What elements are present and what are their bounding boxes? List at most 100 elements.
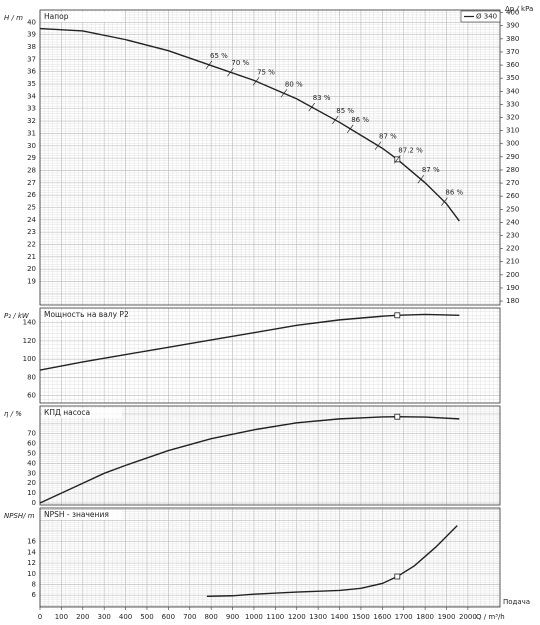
annotation-tick [374, 141, 382, 150]
x-tick-label: 1700 [395, 613, 413, 621]
y-tick-label: 30 [27, 469, 36, 477]
y2-tick-label: 320 [506, 114, 519, 122]
y-tick-label: 36 [27, 68, 36, 76]
x-tick-label: 600 [162, 613, 175, 621]
annotation-label: 87.2 % [398, 146, 423, 154]
y2-tick-label: 330 [506, 100, 519, 108]
y-tick-label: 28 [27, 166, 36, 174]
panel-title-bg [42, 510, 122, 520]
y2-tick-label: 220 [506, 245, 519, 253]
x-tick-label: 800 [204, 613, 217, 621]
x-tick-label: 2000 [459, 613, 477, 621]
y-tick-label: 37 [27, 55, 36, 63]
y-tick-label: 12 [27, 559, 36, 567]
plot-frame [39, 9, 501, 306]
y-tick-label: 30 [27, 142, 36, 150]
annotation-tick [205, 60, 213, 70]
x-tick-label: 1600 [373, 613, 391, 621]
y-tick-label: 100 [23, 355, 36, 363]
y-axis-label: NPSH/ m [4, 512, 35, 520]
y2-tick-label: 380 [506, 35, 519, 43]
x-caption: Подача [503, 598, 530, 606]
y-tick-label: 10 [27, 570, 36, 578]
x-tick-label: 1800 [416, 613, 434, 621]
annotation-label: 86 % [445, 189, 463, 197]
y-tick-label: 23 [27, 228, 36, 236]
panel-title: Мощность на валу P2 [44, 310, 129, 319]
y2-tick-label: 300 [506, 140, 519, 148]
plot-frame [39, 507, 501, 608]
y2-tick-label: 370 [506, 48, 519, 56]
annotation-tick [394, 155, 401, 164]
x-tick-label: 100 [55, 613, 68, 621]
operating-point [394, 413, 401, 420]
annotation-label: 80 % [285, 80, 303, 88]
curve [39, 27, 460, 222]
panel-title-bg [42, 310, 122, 320]
y-tick-label: 26 [27, 191, 36, 199]
y-tick-label: 38 [27, 43, 36, 51]
annotation-tick [346, 124, 354, 134]
y2-tick-label: 310 [506, 127, 519, 135]
y-tick-label: 6 [32, 591, 37, 599]
y2-tick-label: 280 [506, 166, 519, 174]
y-tick-label: 60 [27, 440, 36, 448]
y-tick-label: 10 [27, 489, 36, 497]
annotation-label: 86 % [351, 116, 369, 124]
y-tick-label: 33 [27, 105, 36, 113]
annotation-tick [441, 197, 448, 206]
y2-tick-label: 200 [506, 271, 519, 279]
y-tick-label: 22 [27, 241, 36, 249]
x-axis-label: Q / m³/h [476, 613, 505, 621]
x-tick-label: 0 [38, 613, 42, 621]
x-tick-label: 1000 [245, 613, 263, 621]
legend-box [460, 10, 501, 23]
panel-title: NPSH - значения [44, 510, 109, 519]
y-tick-label: 70 [27, 430, 36, 438]
y-tick-label: 39 [27, 31, 36, 39]
x-tick-label: 1100 [266, 613, 284, 621]
annotation-label: 85 % [336, 107, 354, 115]
y-axis-label: H / m [4, 14, 23, 22]
y2-tick-label: 350 [506, 74, 519, 82]
y-tick-label: 0 [32, 499, 36, 507]
annotation-label: 87 % [422, 166, 440, 174]
annotation-tick [252, 77, 260, 86]
x-tick-label: 300 [97, 613, 110, 621]
y-tick-label: 40 [27, 18, 36, 26]
y2-tick-label: 290 [506, 153, 519, 161]
y2-tick-label: 180 [506, 297, 519, 305]
y-tick-label: 14 [27, 548, 36, 556]
y-axis-label: η / % [4, 410, 22, 418]
y-tick-label: 40 [27, 459, 36, 467]
panel-title-bg [42, 408, 122, 418]
y2-tick-label: 390 [506, 22, 519, 30]
plot-frame [39, 405, 501, 506]
y-tick-label: 80 [27, 373, 36, 381]
panel-title: КПД насоса [44, 408, 90, 417]
y-tick-label: 34 [27, 92, 36, 100]
y-tick-label: 29 [27, 154, 36, 162]
x-tick-label: 200 [76, 613, 89, 621]
y2-tick-label: 240 [506, 218, 519, 226]
y-tick-label: 140 [23, 319, 36, 327]
annotation-label: 83 % [313, 94, 331, 102]
y-tick-label: 20 [27, 479, 36, 487]
plot-frame [39, 307, 501, 404]
y-tick-label: 16 [27, 538, 36, 546]
x-tick-label: 500 [140, 613, 153, 621]
x-tick-label: 900 [226, 613, 239, 621]
y2-tick-label: 360 [506, 61, 519, 69]
x-tick-label: 1300 [309, 613, 327, 621]
annotation-tick [331, 115, 339, 125]
y-axis-label: P₂ / kW [4, 312, 30, 320]
x-tick-label: 1500 [352, 613, 370, 621]
panel-title-bg [42, 12, 122, 22]
y2-tick-label: 340 [506, 87, 519, 95]
annotation-label: 75 % [257, 68, 275, 76]
y-tick-label: 60 [27, 392, 36, 400]
annotation-tick [417, 174, 425, 184]
annotation-tick [308, 102, 316, 112]
y-tick-label: 25 [27, 203, 36, 211]
